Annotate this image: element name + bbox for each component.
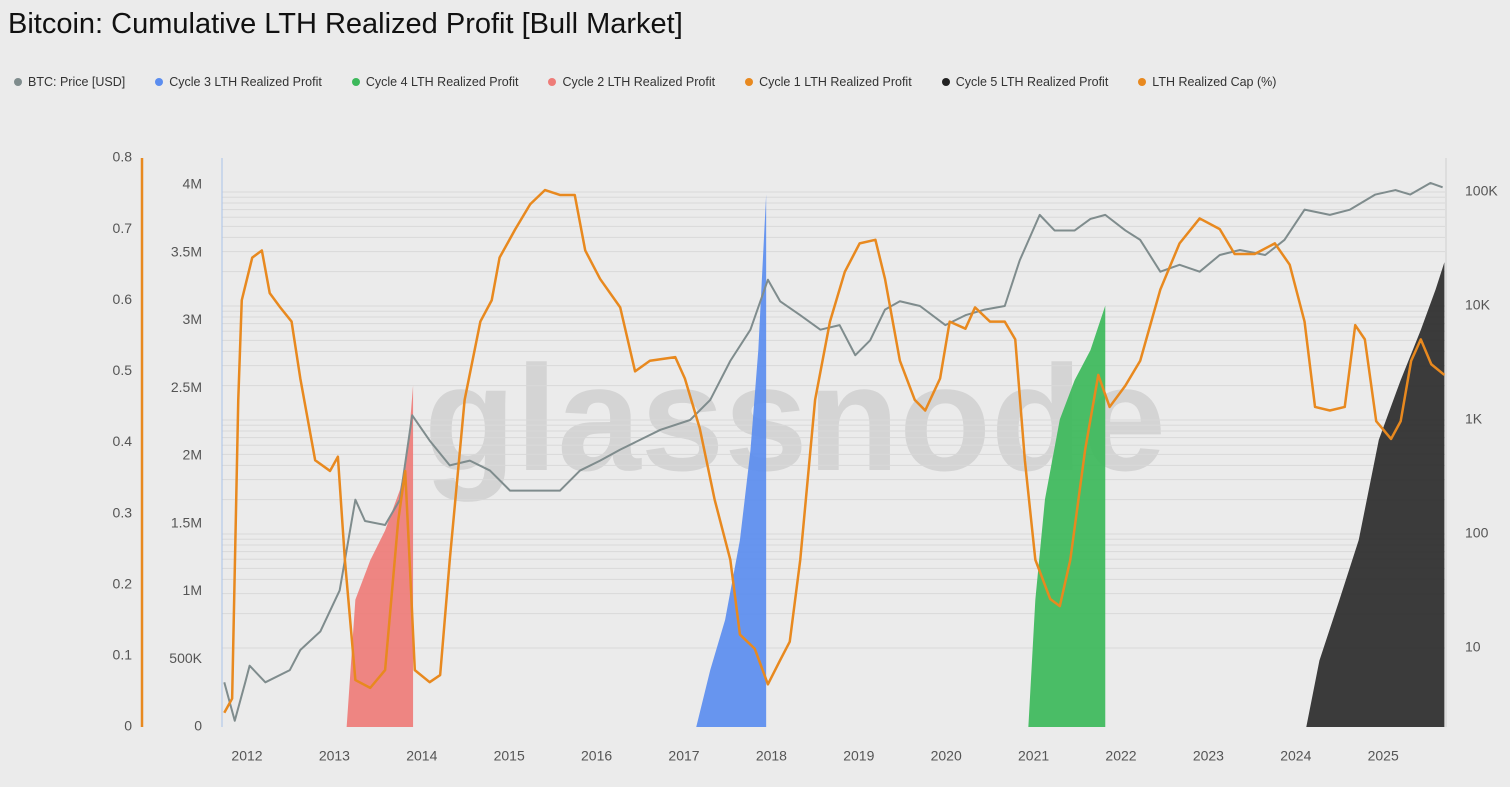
x-tick-label: 2024 — [1280, 748, 1311, 764]
legend-item[interactable]: Cycle 4 LTH Realized Profit — [351, 75, 519, 89]
x-tick-label: 2012 — [231, 748, 262, 764]
left-tick-label: 0.8 — [113, 149, 133, 165]
legend-label: BTC: Price [USD] — [28, 75, 126, 89]
legend-dot-icon — [548, 78, 557, 86]
x-tick-label: 2013 — [319, 748, 350, 764]
legend-label: LTH Realized Cap (%) — [1152, 75, 1277, 89]
lth-realized-cap--line — [223, 188, 1446, 714]
legend-item[interactable]: Cycle 5 LTH Realized Profit — [941, 75, 1109, 89]
left-tick-label: 0.5 — [113, 362, 133, 378]
watermark: glassnode — [424, 334, 1166, 502]
legend-item[interactable]: BTC: Price [USD] — [14, 75, 125, 89]
left-tick-label: 0.4 — [113, 433, 133, 449]
legend-label: Cycle 5 LTH Realized Profit — [955, 75, 1109, 89]
legend-dot-icon — [14, 78, 22, 86]
legend-label: Cycle 3 LTH Realized Profit — [169, 75, 322, 89]
left-tick-label: 0.3 — [113, 504, 133, 520]
legend-item[interactable]: Cycle 2 LTH Realized Profit — [548, 75, 715, 89]
left-tick-label: 0.7 — [113, 220, 133, 236]
cycle-4-lth-realized-profit-area — [1028, 305, 1106, 727]
legend-dot-icon — [155, 78, 164, 86]
left-tick-label: 0 — [124, 718, 132, 734]
left-tick-label: 0.1 — [113, 647, 133, 663]
x-tick-label: 2022 — [1105, 748, 1136, 764]
x-tick-label: 2020 — [931, 748, 962, 764]
middle-tick-label: 1.5M — [171, 514, 202, 530]
cycle-2-lth-realized-profit-area — [346, 385, 414, 727]
x-tick-label: 2017 — [668, 748, 699, 764]
cycle-3-lth-realized-profit-area — [696, 194, 767, 728]
legend-item[interactable]: Cycle 1 LTH Realized Profit — [745, 75, 912, 89]
middle-tick-label: 3.5M — [171, 243, 202, 259]
x-tick-label: 2021 — [1018, 748, 1049, 764]
cycle-5-lth-realized-profit-area — [1306, 262, 1445, 727]
legend-item[interactable]: Cycle 3 LTH Realized Profit — [155, 75, 322, 89]
left-tick-label: 0.6 — [113, 291, 133, 307]
right-tick-label: 100K — [1465, 183, 1498, 199]
chart-title: Bitcoin: Cumulative LTH Realized Profit … — [8, 8, 683, 40]
x-tick-label: 2014 — [406, 748, 437, 764]
legend-label: Cycle 1 LTH Realized Profit — [759, 75, 912, 89]
left-tick-label: 0.2 — [113, 575, 133, 591]
middle-tick-label: 500K — [169, 650, 202, 666]
right-tick-label: 10 — [1465, 639, 1481, 655]
x-tick-label: 2023 — [1193, 748, 1224, 764]
middle-tick-label: 4M — [183, 176, 202, 192]
x-tick-label: 2018 — [756, 748, 787, 764]
middle-tick-label: 2.5M — [171, 379, 202, 395]
legend-label: Cycle 4 LTH Realized Profit — [365, 75, 519, 89]
middle-tick-label: 3M — [183, 311, 202, 327]
right-tick-label: 1K — [1465, 411, 1483, 427]
middle-tick-label: 2M — [183, 447, 202, 463]
legend-item[interactable]: LTH Realized Cap (%) — [1138, 75, 1276, 89]
x-tick-label: 2016 — [581, 748, 612, 764]
middle-tick-label: 1M — [183, 582, 202, 598]
x-tick-label: 2019 — [843, 748, 874, 764]
right-tick-label: 10K — [1465, 297, 1491, 313]
x-tick-label: 2025 — [1368, 748, 1399, 764]
legend-dot-icon — [1138, 78, 1147, 86]
legend: BTC: Price [USD] Cycle 3 LTH Realized Pro… — [14, 75, 1306, 89]
middle-tick-label: 0 — [194, 718, 202, 734]
legend-dot-icon — [351, 78, 360, 86]
x-tick-label: 2015 — [494, 748, 525, 764]
legend-dot-icon — [745, 78, 754, 86]
legend-label: Cycle 2 LTH Realized Profit — [562, 75, 716, 89]
right-tick-label: 100 — [1465, 525, 1489, 541]
legend-dot-icon — [941, 78, 950, 86]
